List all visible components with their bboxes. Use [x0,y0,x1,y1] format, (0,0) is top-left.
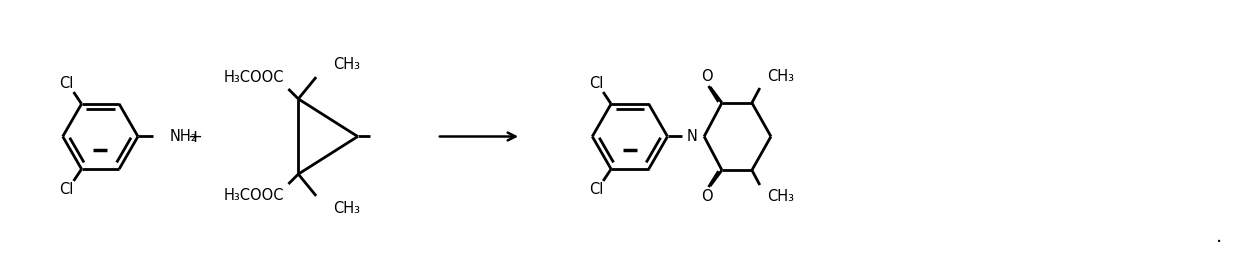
Text: H₃COOC: H₃COOC [223,188,284,203]
Text: CH₃: CH₃ [334,201,360,216]
Text: Cl: Cl [589,76,604,91]
Text: CH₃: CH₃ [766,69,794,84]
Text: CH₃: CH₃ [766,189,794,204]
Text: +: + [187,127,202,146]
Text: O: O [702,69,713,84]
Text: Cl: Cl [589,182,604,197]
Text: CH₃: CH₃ [334,57,360,72]
Text: .: . [1215,227,1221,247]
Text: Cl: Cl [60,76,74,91]
Text: H₃COOC: H₃COOC [223,70,284,85]
Text: NH₂: NH₂ [170,129,197,144]
Text: O: O [702,189,713,204]
Text: Cl: Cl [60,182,74,197]
Text: N: N [687,129,698,144]
